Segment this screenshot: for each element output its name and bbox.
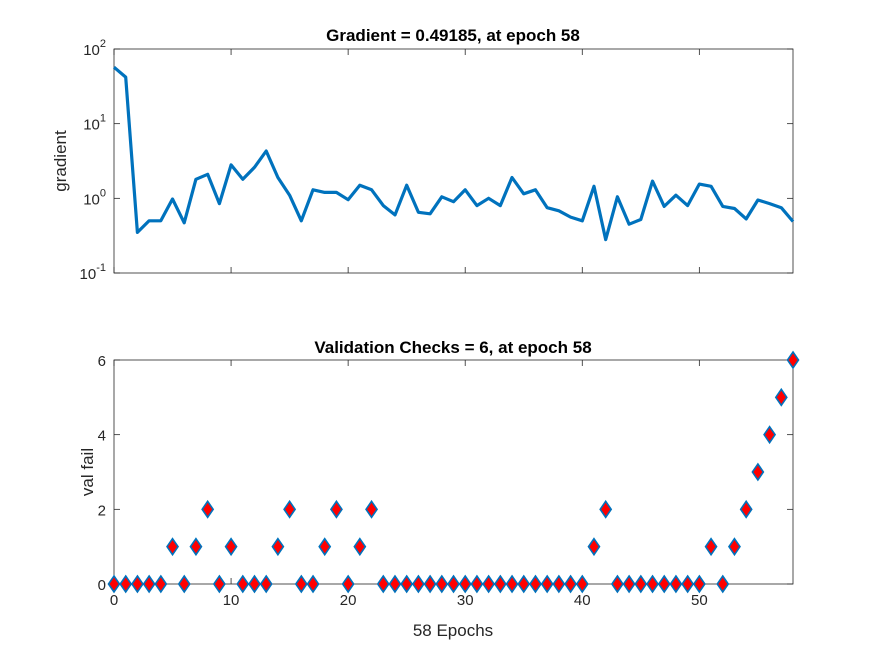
- gradient-plot-box: [113, 48, 794, 274]
- val-fail-point: [224, 537, 238, 557]
- val-fail-point: [400, 574, 414, 594]
- val-fail-point: [681, 574, 695, 594]
- val-fail-point: [622, 574, 636, 594]
- val-fail-point: [248, 574, 261, 594]
- val-fail-point: [177, 574, 191, 594]
- val-fail-point: [763, 425, 777, 445]
- val-fail-point: [435, 574, 449, 594]
- val-fail-point: [669, 574, 683, 594]
- y-tick-label: 10-1: [80, 262, 106, 283]
- val-fail-point: [575, 574, 589, 594]
- gradient-series-line: [112, 65, 795, 242]
- val-fail-point: [119, 574, 133, 594]
- val-fail-point: [271, 537, 285, 557]
- val-fail-point: [646, 574, 659, 594]
- y-tick-label: 0: [98, 577, 106, 594]
- val-fail-point: [564, 574, 578, 594]
- validation-ticks: 0 10 20 30 40 50 0 2 4 6: [98, 353, 793, 609]
- val-fail-point: [423, 574, 437, 594]
- y-tick-label: 101: [83, 113, 106, 134]
- val-fail-point: [528, 574, 542, 594]
- validation-ylabel: val fail: [78, 448, 97, 496]
- val-fail-point: [517, 574, 531, 594]
- validation-title: Validation Checks = 6, at epoch 58: [314, 338, 591, 357]
- x-tick-label: 0: [110, 592, 118, 609]
- val-fail-point: [189, 537, 203, 557]
- val-fail-point: [716, 574, 730, 594]
- y-tick-label: 6: [98, 353, 106, 370]
- val-fail-point: [587, 537, 601, 557]
- x-tick-label: 30: [457, 592, 474, 609]
- y-tick-label: 4: [98, 428, 106, 445]
- val-fail-point: [599, 499, 613, 519]
- val-fail-point: [692, 574, 706, 594]
- x-tick-label: 50: [691, 592, 708, 609]
- val-fail-point: [236, 574, 250, 594]
- x-tick-label: 20: [340, 592, 357, 609]
- y-tick-label: 2: [98, 502, 106, 519]
- gradient-ticks: 10-1 100 101 102: [80, 38, 793, 283]
- val-fail-point: [739, 499, 753, 519]
- val-fail-point: [107, 574, 121, 594]
- val-fail-point: [142, 574, 156, 594]
- val-fail-point: [751, 462, 765, 482]
- val-fail-point: [470, 574, 484, 594]
- val-fail-point: [634, 574, 648, 594]
- y-tick-label: 100: [83, 187, 106, 208]
- gradient-marks: [112, 65, 795, 242]
- val-fail-point: [411, 574, 425, 594]
- gradient-title: Gradient = 0.49185, at epoch 58: [326, 26, 580, 45]
- val-fail-point: [212, 574, 226, 594]
- y-tick-label: 102: [83, 38, 106, 59]
- x-tick-label: 40: [574, 592, 591, 609]
- val-fail-point: [259, 574, 273, 594]
- val-fail-point: [318, 537, 332, 557]
- validation-marks: [107, 350, 800, 594]
- val-fail-point: [365, 499, 379, 519]
- x-tick-label: 10: [223, 592, 240, 609]
- val-fail-point: [130, 574, 144, 594]
- val-fail-point: [540, 574, 554, 594]
- validation-plot-box: [113, 359, 794, 585]
- val-fail-point: [306, 574, 320, 594]
- val-fail-point: [505, 574, 519, 594]
- val-fail-point: [774, 387, 788, 407]
- val-fail-point: [727, 537, 741, 557]
- val-fail-point: [294, 574, 308, 594]
- val-fail-point: [458, 574, 472, 594]
- val-fail-point: [657, 574, 671, 594]
- val-fail-point: [166, 537, 180, 557]
- val-fail-point: [388, 574, 402, 594]
- val-fail-point: [552, 574, 566, 594]
- val-fail-point: [376, 574, 390, 594]
- val-fail-point: [447, 574, 460, 594]
- gradient-ylabel: gradient: [51, 130, 70, 192]
- val-fail-point: [201, 499, 215, 519]
- val-fail-point: [704, 537, 718, 557]
- validation-axes: Validation Checks = 6, at epoch 58 val f…: [78, 338, 800, 640]
- gradient-axes: Gradient = 0.49185, at epoch 58 gradient…: [51, 26, 795, 283]
- val-fail-point: [353, 537, 367, 557]
- val-fail-point: [786, 350, 800, 370]
- val-fail-point: [493, 574, 507, 594]
- val-fail-point: [283, 499, 297, 519]
- val-fail-point: [329, 499, 343, 519]
- val-fail-point: [154, 574, 168, 594]
- val-fail-point: [341, 574, 355, 594]
- val-fail-point: [482, 574, 496, 594]
- val-fail-point: [610, 574, 624, 594]
- validation-xlabel: 58 Epochs: [413, 621, 493, 640]
